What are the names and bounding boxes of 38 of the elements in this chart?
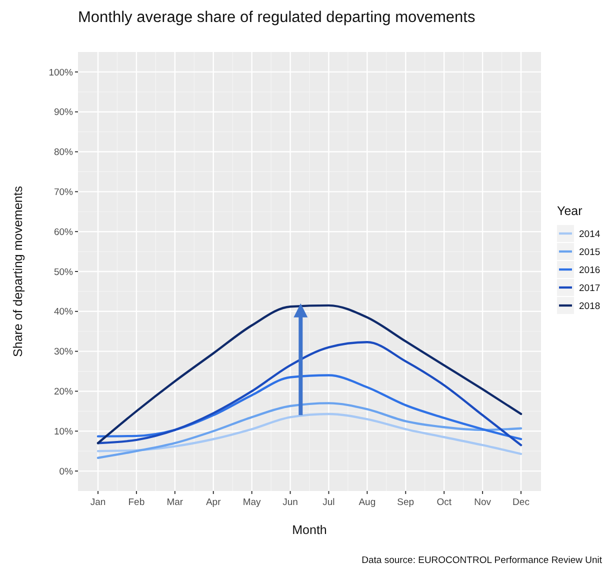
y-axis-title: Share of departing movements [11, 186, 25, 357]
x-tick-label: Apr [206, 497, 221, 508]
x-tick-label: Jul [322, 497, 335, 508]
x-tick-label: May [242, 497, 262, 508]
x-tick-label: Nov [474, 497, 492, 508]
legend-label: 2017 [579, 282, 600, 294]
legend-label: 2015 [579, 246, 600, 258]
legend-label: 2016 [579, 264, 600, 276]
y-tick-label: 50% [54, 266, 74, 278]
x-tick-label: Feb [128, 497, 145, 508]
y-tick-label: 70% [54, 187, 74, 198]
source-note: Data source: EUROCONTROL Performance Review Unit [362, 555, 602, 566]
x-tick-label: Jun [282, 497, 298, 508]
line-series [96, 374, 522, 440]
y-tick-label: 40% [54, 306, 74, 318]
line-series [96, 402, 522, 459]
y-tick-label: 10% [54, 426, 74, 438]
line-series [96, 304, 522, 444]
y-tick-label: 80% [54, 147, 74, 158]
line-series [96, 412, 522, 455]
x-tick-label: Oct [436, 497, 452, 508]
x-tick-label: Aug [358, 497, 376, 508]
y-tick-label: 0% [59, 466, 74, 478]
x-axis-title: Month [292, 523, 327, 537]
line-series [96, 341, 522, 446]
x-tick-label: Mar [166, 497, 184, 508]
y-tick-label: 30% [54, 346, 74, 358]
x-tick-label: Sep [397, 497, 414, 508]
x-tick-label: Jan [90, 497, 106, 508]
legend-title: Year [557, 204, 582, 218]
y-tick-label: 20% [54, 386, 74, 398]
legend-label: 2018 [579, 300, 600, 312]
legend-label: 2014 [579, 228, 600, 240]
y-tick-label: 60% [54, 226, 74, 238]
y-tick-label: 90% [54, 107, 74, 118]
x-tick-label: Dec [512, 497, 530, 508]
chart-title: Monthly average share of regulated departing movements [78, 9, 476, 26]
y-tick-label: 100% [48, 67, 74, 78]
